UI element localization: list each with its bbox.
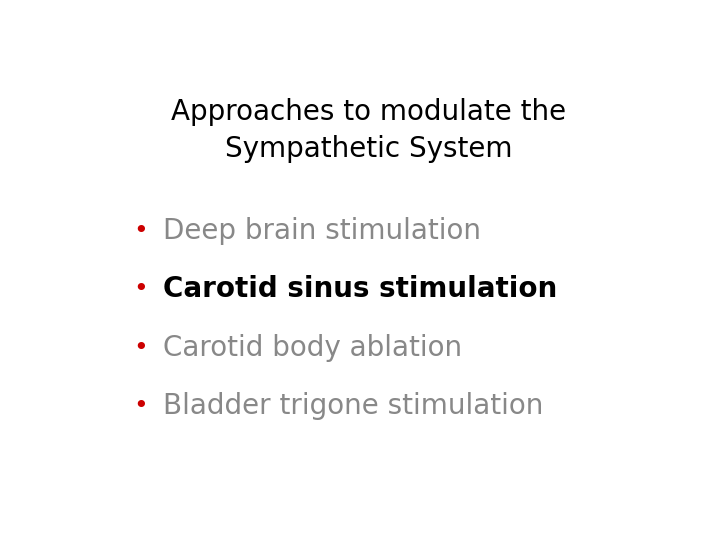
Text: Bladder trigone stimulation: Bladder trigone stimulation xyxy=(163,392,543,420)
Text: Carotid sinus stimulation: Carotid sinus stimulation xyxy=(163,275,557,303)
Text: Carotid body ablation: Carotid body ablation xyxy=(163,334,462,362)
Text: Deep brain stimulation: Deep brain stimulation xyxy=(163,217,480,245)
Text: •: • xyxy=(133,394,148,418)
Text: Approaches to modulate the
Sympathetic System: Approaches to modulate the Sympathetic S… xyxy=(171,98,567,163)
Text: •: • xyxy=(133,278,148,301)
Text: •: • xyxy=(133,219,148,243)
Text: •: • xyxy=(133,335,148,360)
